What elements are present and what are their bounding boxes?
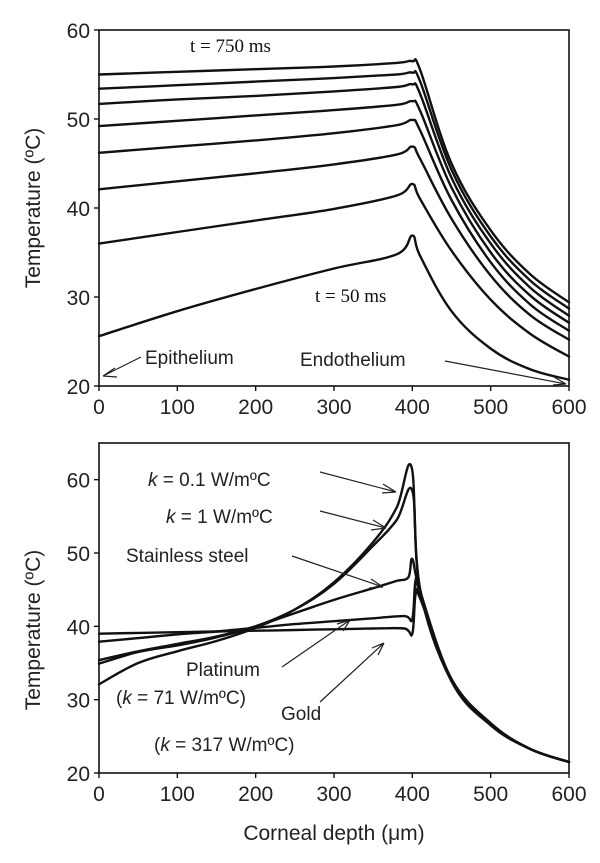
y-tick-label: 30	[67, 287, 90, 310]
y-tick-label: 20	[67, 376, 90, 399]
x-axis-title: Corneal depth (μm)	[243, 822, 424, 845]
x-tick-label: 200	[238, 396, 273, 419]
series-line-t-750-ms	[97, 57, 571, 304]
y-axis-title: Temperature (ºC)	[22, 128, 45, 289]
platinum-arrow	[281, 619, 351, 668]
series-line-t-650-ms	[97, 69, 571, 310]
series-line-k-1-w-m-c	[97, 486, 571, 764]
x-tick-label: 500	[473, 783, 508, 806]
curves	[97, 463, 571, 764]
y-tick-label: 50	[67, 109, 90, 132]
x-tick-label: 400	[395, 783, 430, 806]
y-axis-title: Temperature (ºC)	[22, 550, 45, 711]
annotation-stainless-steel: Stainless steel	[126, 546, 249, 567]
annotation-endothelium: Endothelium	[300, 350, 406, 371]
x-tick-label: 100	[160, 396, 195, 419]
annotation-k-0-1: k = 0.1 W/mºC	[148, 470, 271, 491]
y-tick-label: 60	[67, 20, 90, 43]
series-line-t-250-ms	[97, 145, 571, 341]
x-tick-label: 100	[160, 783, 195, 806]
annotation-k-1: k = 1 W/mºC	[166, 507, 273, 528]
series-line-t-550-ms	[97, 82, 571, 317]
y-axis-ticks: 20 30 40 50 60	[67, 470, 99, 786]
curves	[97, 57, 571, 381]
x-tick-label: 200	[238, 783, 273, 806]
epithelium-arrow	[102, 356, 142, 378]
stainless-steel-arrow	[291, 555, 384, 589]
y-tick-label: 40	[67, 616, 90, 639]
series-line-t-50-ms	[97, 234, 571, 381]
temperature-vs-time-chart: 20 30 40 50 60 0 100 200 300 400 500 600 Temperatu…	[22, 20, 587, 419]
k-1-arrow	[319, 510, 387, 531]
annotation-t-750: t = 750 ms	[190, 36, 271, 57]
series-line-gold	[97, 587, 571, 764]
x-tick-label: 600	[551, 783, 586, 806]
x-axis-ticks: 0 100 200 300 400 500 600	[93, 386, 587, 419]
x-tick-label: 0	[93, 396, 105, 419]
x-tick-label: 300	[316, 783, 351, 806]
annotation-epithelium: Epithelium	[145, 348, 234, 369]
k-0-1-arrow	[319, 471, 397, 494]
annotation-platinum-k: (k = 71 W/mºC)	[116, 688, 246, 709]
x-tick-label: 500	[473, 396, 508, 419]
x-tick-label: 300	[316, 396, 351, 419]
x-axis-ticks: 0 100 200 300 400 500 600	[93, 773, 587, 806]
annotation-k-0-1-text: = 0.1 W/mºC	[158, 470, 271, 491]
gold-arrow	[319, 642, 385, 703]
x-tick-label: 600	[551, 396, 586, 419]
series-line-t-450-ms	[97, 99, 571, 324]
annotation-t-50: t = 50 ms	[315, 286, 386, 307]
x-tick-label: 0	[93, 783, 105, 806]
annotation-gold-k: (k = 317 W/mºC)	[154, 735, 295, 756]
endothelium-arrow	[444, 360, 567, 386]
series-line-t-350-ms	[97, 118, 571, 332]
x-tick-label: 400	[395, 396, 430, 419]
y-tick-label: 50	[67, 543, 90, 566]
plot-frame	[98, 442, 570, 774]
y-axis-ticks: 20 30 40 50 60	[67, 20, 99, 399]
annotation-gold: Gold	[281, 704, 321, 725]
y-tick-label: 40	[67, 198, 90, 221]
y-tick-label: 20	[67, 763, 90, 786]
series-line-t-150-ms	[97, 182, 571, 358]
temperature-vs-material-chart: 20 30 40 50 60 0 100 200 300 400 500 600 Temperatu…	[22, 442, 587, 845]
y-tick-label: 60	[67, 470, 90, 493]
y-tick-label: 30	[67, 690, 90, 713]
annotation-platinum: Platinum	[186, 660, 260, 681]
